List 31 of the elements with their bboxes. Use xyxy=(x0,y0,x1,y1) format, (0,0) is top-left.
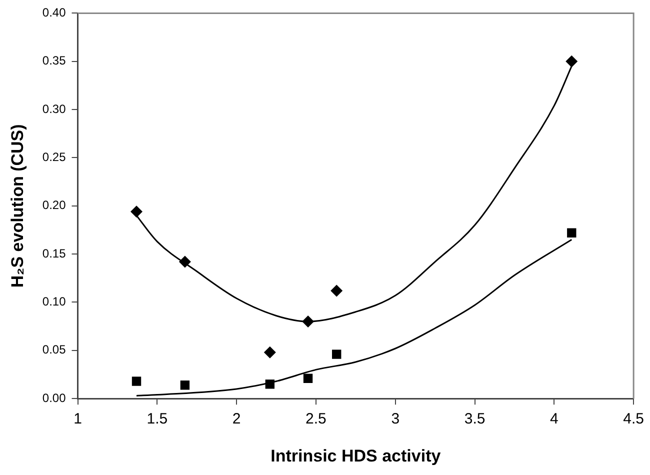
point xyxy=(303,374,313,383)
x-tick-label: 1 xyxy=(74,410,82,428)
x-tick-label: 3 xyxy=(391,410,400,428)
point xyxy=(566,55,578,68)
y-tick-label: 0.05 xyxy=(42,342,66,357)
point xyxy=(332,350,342,359)
y-tick-label: 0.10 xyxy=(42,294,66,309)
x-tick-label: 2.5 xyxy=(306,410,326,428)
y-axis-title: H₂S evolution (CUS) xyxy=(8,124,27,288)
point xyxy=(567,228,576,238)
point xyxy=(302,316,314,328)
point xyxy=(330,284,343,297)
y-tick-label: 0.25 xyxy=(42,150,66,164)
x-axis-title: Intrinsic HDS activity xyxy=(270,446,442,466)
x-tick-label: 4 xyxy=(550,410,558,428)
point xyxy=(180,380,190,390)
y-tick-label: 0.15 xyxy=(42,246,66,260)
x-tick-label: 1.5 xyxy=(146,410,168,428)
point xyxy=(130,206,143,218)
y-tick-label: 0.00 xyxy=(42,390,66,405)
point xyxy=(132,376,142,386)
x-tick-label: 2 xyxy=(232,410,241,428)
y-tick-label: 0.20 xyxy=(42,198,66,212)
point xyxy=(264,346,276,358)
x-tick-label: 4.5 xyxy=(623,410,644,428)
y-tick-label: 0.35 xyxy=(42,54,66,68)
point xyxy=(178,256,191,268)
x-tick-label: 3.5 xyxy=(464,410,486,428)
point xyxy=(265,380,275,389)
y-tick-label: 0.40 xyxy=(42,6,66,20)
y-tick-label: 0.30 xyxy=(42,102,66,116)
